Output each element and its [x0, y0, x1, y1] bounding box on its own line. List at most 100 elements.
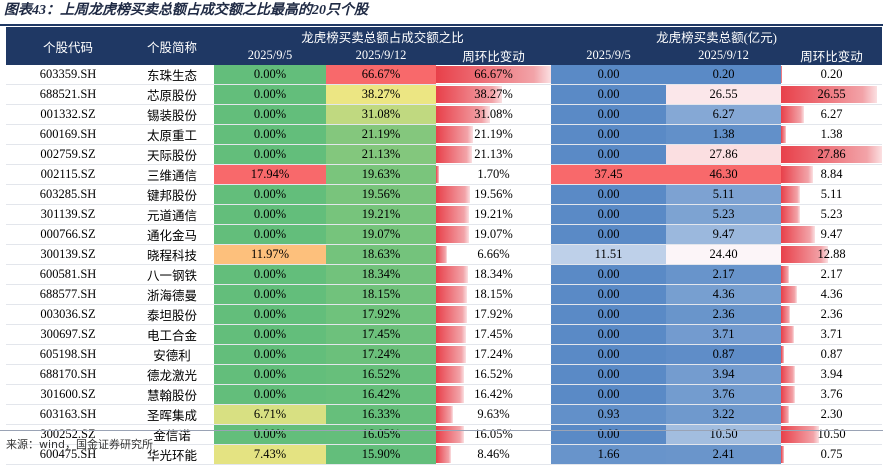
title-rule	[0, 24, 883, 26]
cell-amount-date1: 0.93	[551, 404, 666, 425]
cell-amount-wow: 9.47	[781, 225, 882, 245]
cell-ratio-date1: 0.00%	[214, 284, 326, 305]
cell-amount-date2: 2.17	[666, 264, 781, 285]
cell-ratio-wow: 1.70%	[436, 165, 551, 185]
header-amount-date2: 2025/9/12	[666, 46, 781, 65]
databar	[436, 86, 502, 103]
header-amount-wow: 周环比变动	[781, 46, 882, 65]
databar	[436, 366, 465, 383]
cell-amount-date2: 3.71	[666, 324, 781, 345]
cell-amount-date1: 1.66	[551, 444, 666, 465]
cell-ratio-date1: 11.97%	[214, 244, 326, 265]
cell-amount-date1: 0.00	[551, 284, 666, 305]
cell-ratio-date2: 31.08%	[326, 104, 436, 125]
table-row: 688170.SH 德龙激光 0.00% 16.52% 16.52% 0.00 3.94 3.…	[6, 364, 882, 385]
databar	[436, 286, 468, 303]
cell-name: 浙海德曼	[146, 289, 197, 303]
cell-value: 12.88	[817, 247, 846, 261]
databar	[436, 246, 448, 263]
cell-ratio-date1: 0.00%	[214, 84, 326, 105]
cell-ratio-date1: 0.00%	[214, 264, 326, 285]
cell-value: 3.71	[820, 327, 843, 341]
databar	[436, 326, 467, 343]
bottom-rule	[0, 430, 883, 431]
header-ratio-wow: 周环比变动	[436, 46, 551, 65]
cell-ratio-wow: 66.67%	[436, 65, 551, 85]
cell-value: 16.42%	[474, 387, 513, 401]
databar	[781, 346, 785, 363]
cell-amount-date1: 37.45	[551, 164, 666, 185]
cell-value: 18.34%	[474, 267, 513, 281]
table-row: 600581.SH 八一钢铁 0.00% 18.34% 18.34% 0.00 2.17 2.…	[6, 264, 882, 285]
cell-code: 603163.SH	[39, 407, 97, 421]
cell-value: 0.20	[820, 67, 843, 81]
cell-amount-date2: 3.76	[666, 384, 781, 405]
cell-amount-date2: 3.22	[666, 404, 781, 425]
cell-amount-date1: 11.51	[551, 244, 666, 265]
cell-name: 华光环能	[146, 449, 197, 463]
databar	[436, 346, 466, 363]
cell-name: 三维通信	[146, 169, 197, 183]
cell-ratio-date1: 0.00%	[214, 344, 326, 365]
table-row: 003036.SZ 泰坦股份 0.00% 17.92% 17.92% 0.00 2.36 2.…	[6, 304, 882, 325]
cell-code: 300139.SZ	[40, 247, 96, 261]
cell-amount-date2: 46.30	[666, 164, 781, 185]
cell-code: 603285.SH	[39, 187, 97, 201]
cell-amount-wow: 5.23	[781, 205, 882, 225]
cell-amount-date2: 1.38	[666, 124, 781, 145]
cell-value: 2.36	[820, 307, 843, 321]
cell-value: 6.66%	[477, 247, 510, 261]
cell-ratio-date1: 0.00%	[214, 204, 326, 225]
cell-ratio-wow: 38.27%	[436, 85, 551, 105]
table-row: 301600.SZ 慧翰股份 0.00% 16.42% 16.42% 0.00 3.76 3.…	[6, 384, 882, 405]
cell-amount-wow: 26.55	[781, 85, 882, 105]
cell-amount-date2: 4.36	[666, 284, 781, 305]
cell-name: 锡装股份	[146, 109, 197, 123]
cell-amount-date2: 0.87	[666, 344, 781, 365]
cell-code: 688521.SH	[39, 87, 97, 101]
header-amount-date1: 2025/9/5	[551, 46, 666, 65]
cell-ratio-wow: 17.92%	[436, 305, 551, 325]
cell-ratio-date1: 17.94%	[214, 164, 326, 185]
cell-amount-date2: 5.11	[666, 184, 781, 205]
cell-ratio-wow: 19.56%	[436, 185, 551, 205]
cell-name: 圣晖集成	[146, 409, 197, 423]
cell-code: 002115.SZ	[40, 167, 96, 181]
cell-ratio-date2: 16.42%	[326, 384, 436, 405]
dragon-tiger-table: 个股代码 个股简称 龙虎榜买卖总额占成交额之比 龙虎榜买卖总额(亿元) 2025…	[6, 27, 882, 465]
cell-name: 芯原股份	[146, 89, 197, 103]
cell-value: 4.36	[820, 287, 843, 301]
cell-code: 300697.SZ	[40, 327, 96, 341]
cell-ratio-wow: 18.15%	[436, 285, 551, 305]
table-row: 688577.SH 浙海德曼 0.00% 18.15% 18.15% 0.00 4.36 4.…	[6, 284, 882, 305]
cell-ratio-date2: 19.07%	[326, 224, 436, 245]
cell-code: 001332.SZ	[40, 107, 96, 121]
databar	[781, 286, 797, 303]
cell-name: 安德利	[153, 349, 191, 363]
cell-amount-wow: 12.88	[781, 245, 882, 265]
cell-value: 16.52%	[474, 367, 513, 381]
table-row: 002759.SZ 天际股份 0.00% 21.13% 21.13% 0.00 27.86 2…	[6, 144, 882, 165]
cell-amount-wow: 0.87	[781, 345, 882, 365]
cell-amount-date1: 0.00	[551, 204, 666, 225]
databar	[781, 126, 786, 143]
cell-name: 金信诺	[153, 429, 191, 443]
cell-code: 603359.SH	[39, 67, 97, 81]
cell-amount-wow: 3.94	[781, 365, 882, 385]
databar	[781, 386, 795, 403]
table-row: 300697.SZ 电工合金 0.00% 17.45% 17.45% 0.00 3.71 3.…	[6, 324, 882, 345]
databar	[781, 326, 795, 343]
cell-amount-date2: 27.86	[666, 144, 781, 165]
cell-amount-wow: 6.27	[781, 105, 882, 125]
table-row: 605198.SH 安德利 0.00% 17.24% 17.24% 0.00 0.87 0.8…	[6, 344, 882, 365]
cell-ratio-date2: 16.05%	[326, 424, 436, 445]
databar	[781, 266, 789, 283]
cell-ratio-date2: 21.19%	[326, 124, 436, 145]
cell-value: 0.87	[820, 347, 843, 361]
cell-value: 1.38	[820, 127, 843, 141]
header-name: 个股简称	[130, 27, 214, 65]
cell-amount-date1: 0.00	[551, 304, 666, 325]
cell-ratio-date2: 21.13%	[326, 144, 436, 165]
cell-value: 21.13%	[474, 147, 513, 161]
cell-amount-date2: 24.40	[666, 244, 781, 265]
